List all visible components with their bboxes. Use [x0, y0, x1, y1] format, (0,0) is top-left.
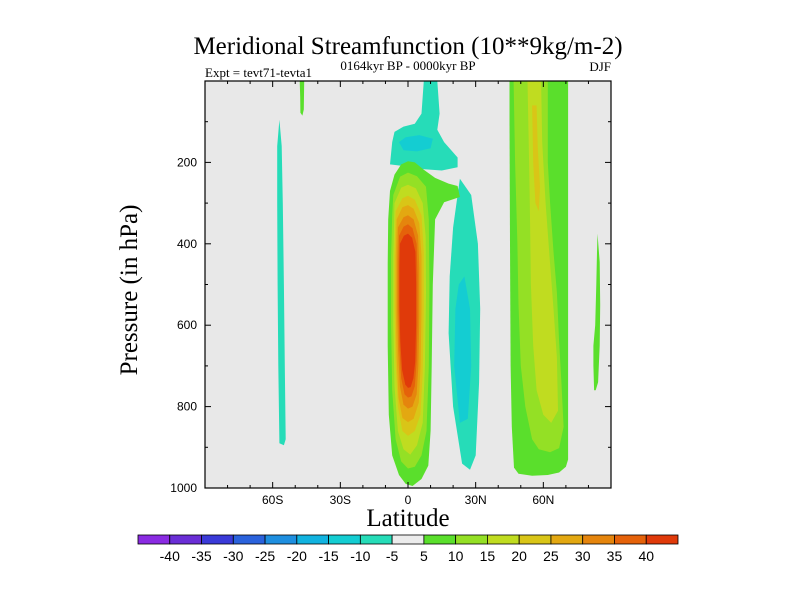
season-label: DJF — [589, 59, 611, 74]
colorbar-swatch — [232, 534, 266, 545]
colorbar-swatch — [391, 534, 425, 545]
colorbar-swatch — [264, 534, 298, 545]
colorbar-swatch — [487, 534, 520, 545]
colorbar-label: 5 — [420, 548, 428, 564]
colorbar-swatch — [137, 534, 171, 545]
colorbar-label: -40 — [160, 548, 180, 564]
colorbar-label: -15 — [318, 548, 338, 564]
colorbar-swatch — [455, 534, 488, 545]
ne-negative-core — [454, 276, 472, 423]
colorbar-label: 35 — [607, 548, 623, 564]
colorbar-label: -5 — [386, 548, 399, 564]
colorbar-swatch — [296, 534, 329, 545]
colorbar-label: -20 — [287, 548, 307, 564]
y-tick-label: 400 — [177, 237, 197, 251]
x-axis-ticks: 60S 30S 0 30N 60N — [227, 81, 589, 507]
y-tick-label: 800 — [177, 400, 197, 414]
colorbar-swatch — [359, 534, 393, 545]
colorbar-label: 40 — [638, 548, 654, 564]
x-tick-label: 0 — [405, 493, 412, 507]
nh-positive-band-l12 — [532, 105, 540, 212]
colorbar-label: 10 — [448, 548, 464, 564]
colorbar-label: 15 — [480, 548, 496, 564]
colorbar-swatch — [328, 534, 361, 545]
colorbar: -40 -35 -30 -25 -20 -15 -10 -5 5 10 15 20 25 30 35 40 — [137, 534, 679, 564]
nh-edge-sliver — [593, 233, 601, 391]
y-tick-label: 200 — [177, 155, 197, 169]
colorbar-swatch — [169, 534, 202, 545]
colorbar-swatch — [582, 534, 615, 545]
colorbar-label: 20 — [511, 548, 527, 564]
sh-mid-negative-band — [277, 119, 286, 446]
y-tick-label: 600 — [177, 318, 197, 332]
colorbar-label: -25 — [255, 548, 275, 564]
colorbar-swatch — [550, 534, 584, 545]
x-axis-label: Latitude — [366, 505, 449, 532]
contour-fill-group — [277, 81, 601, 486]
x-tick-label: 60N — [532, 493, 554, 507]
colorbar-label: -35 — [191, 548, 211, 564]
colorbar-swatch — [614, 534, 647, 545]
y-axis-ticks: 200 400 600 800 1000 — [170, 121, 611, 495]
colorbar-label: 30 — [575, 548, 591, 564]
colorbar-swatch — [423, 534, 457, 545]
colorbar-label: 25 — [543, 548, 559, 564]
colorbar-label: -10 — [350, 548, 370, 564]
colorbar-label: -30 — [223, 548, 243, 564]
y-tick-label: 1000 — [170, 481, 197, 495]
sh-upper-positive-strip — [299, 81, 305, 116]
x-tick-label: 30S — [330, 493, 351, 507]
x-tick-label: 30N — [465, 493, 487, 507]
chart-title: Meridional Streamfunction (10**9kg/m-2) — [193, 33, 622, 60]
time-range-label: 0164kyr BP - 0000kyr BP — [340, 58, 475, 73]
colorbar-swatch — [645, 534, 679, 545]
colorbar-swatch — [518, 534, 552, 545]
y-axis-label: Pressure (in hPa) — [116, 205, 143, 376]
x-tick-label: 60S — [262, 493, 283, 507]
upper-negative-core — [399, 135, 433, 152]
experiment-label: Expt = tevt71-tevta1 — [205, 65, 312, 80]
hadley-l16 — [399, 233, 417, 388]
colorbar-swatch — [201, 534, 234, 545]
